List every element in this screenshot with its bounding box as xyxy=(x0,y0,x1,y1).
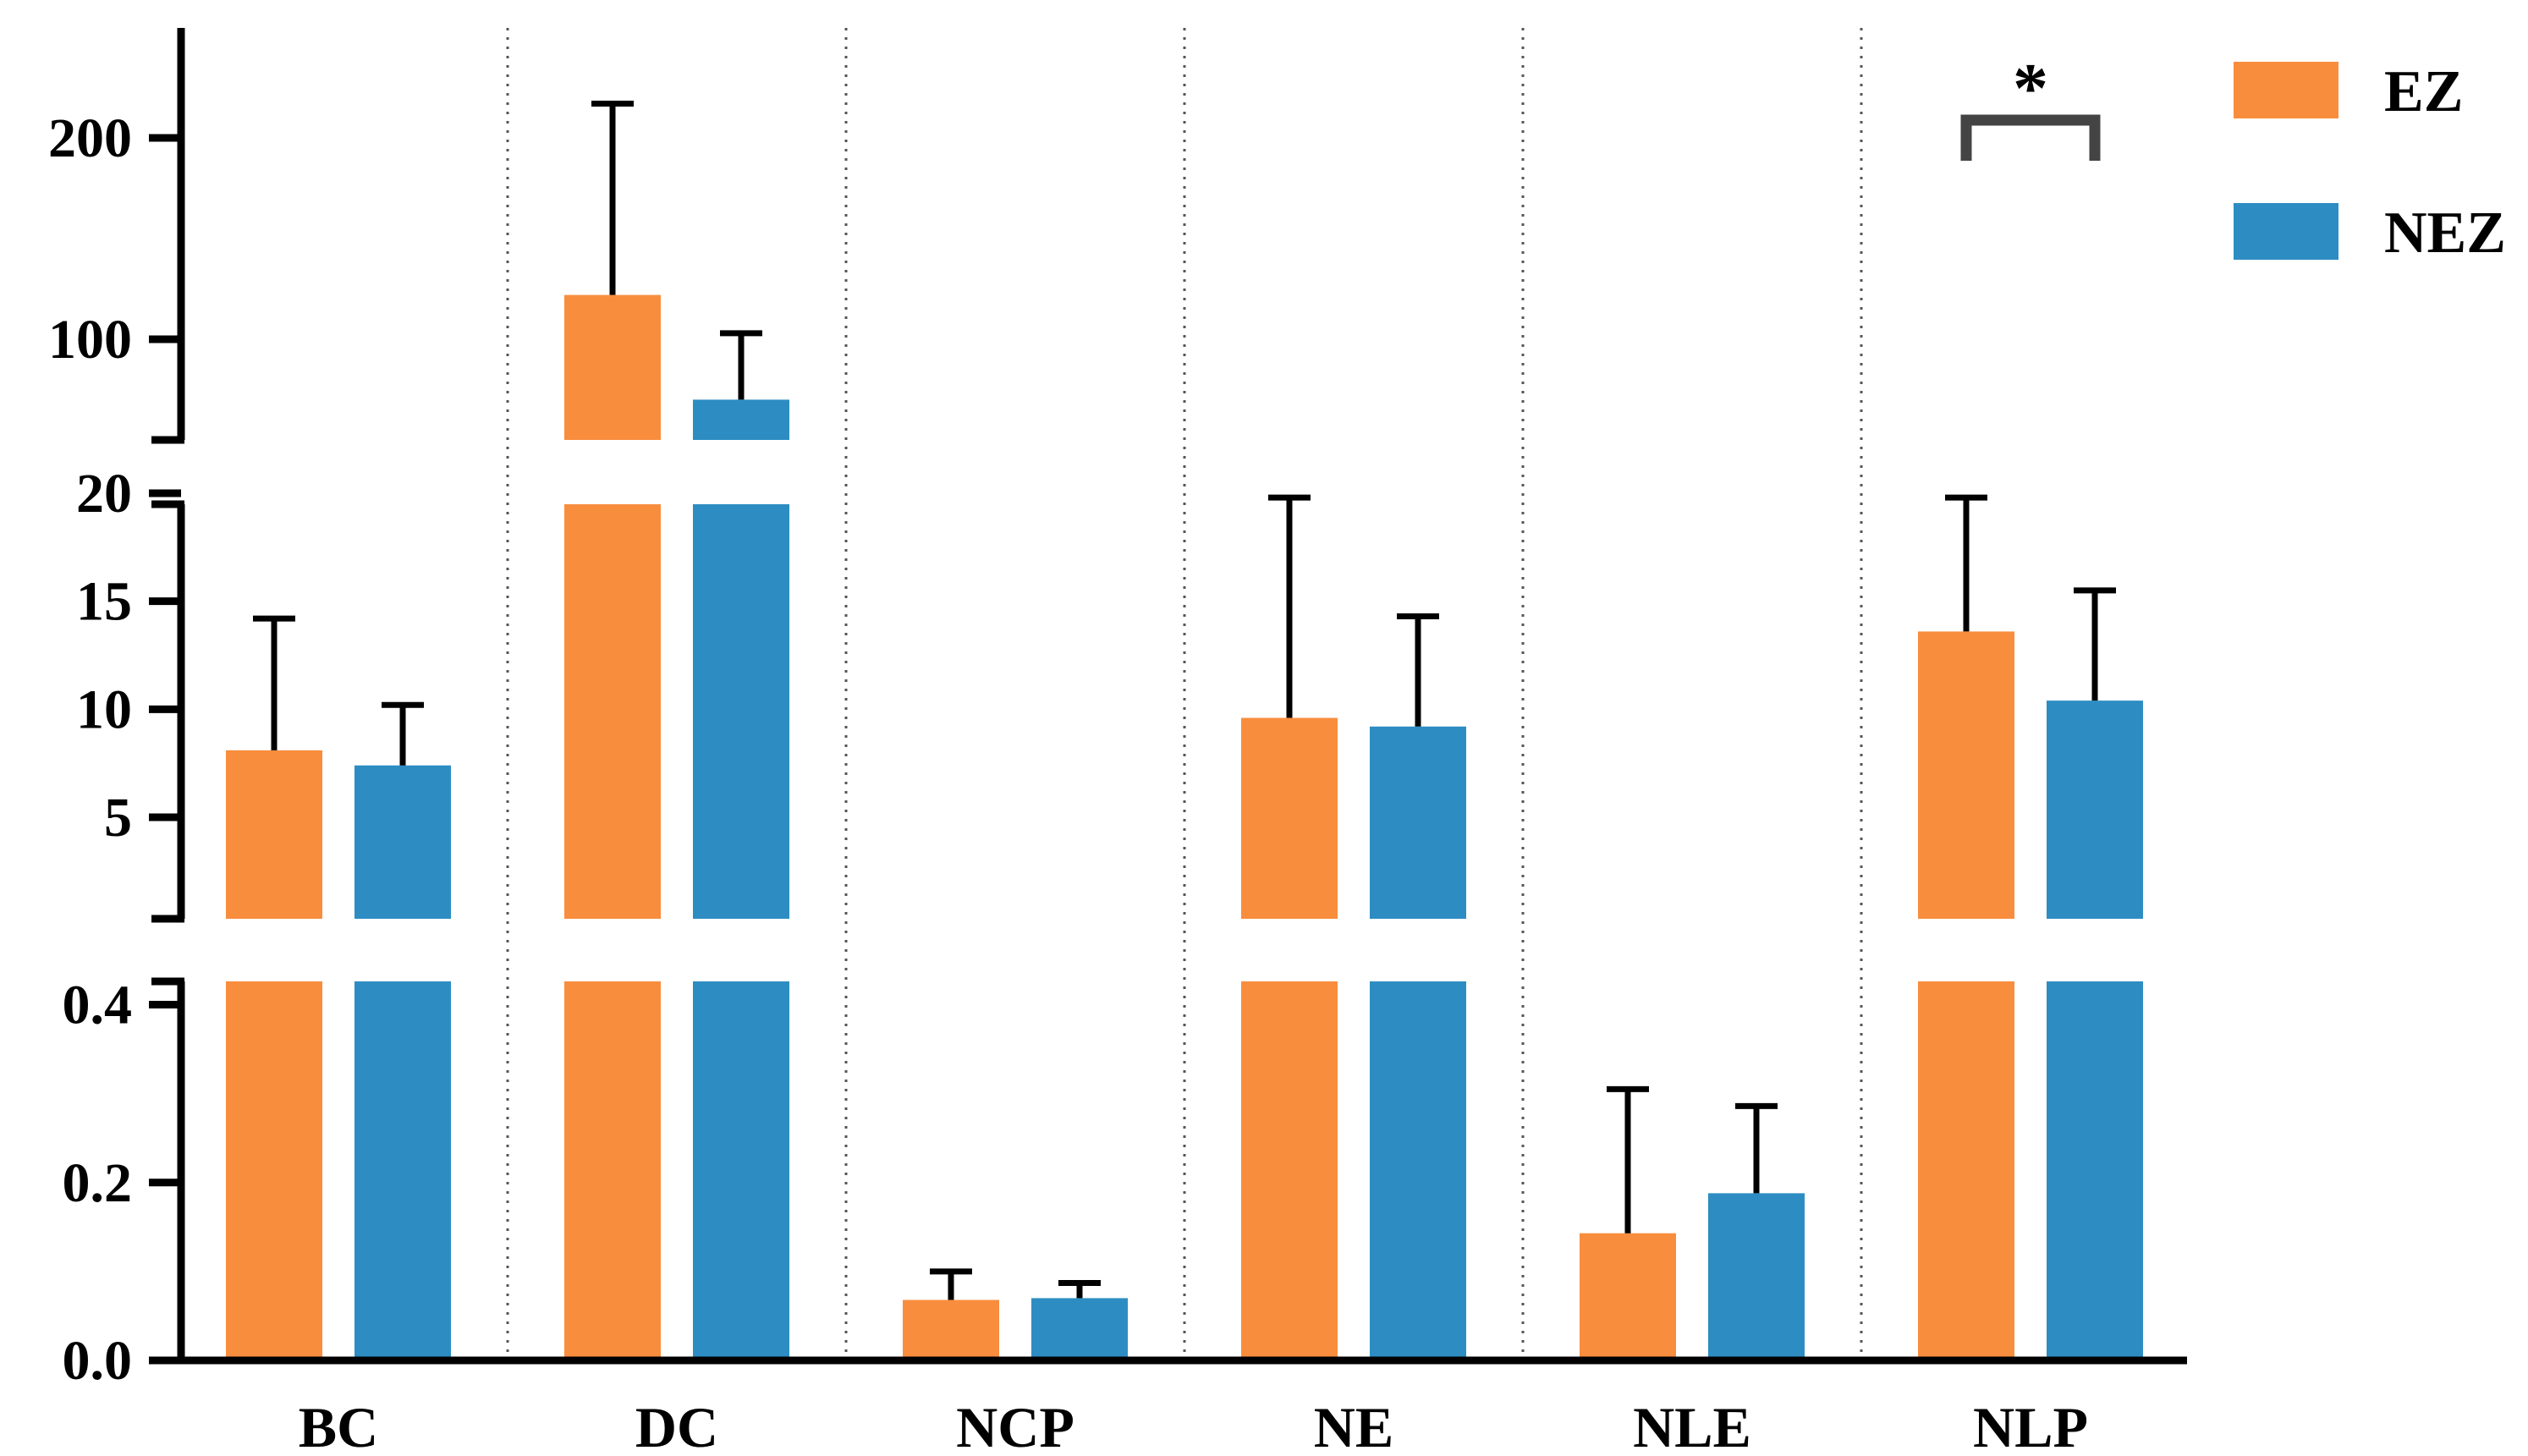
x-tick-label-nle: NLE xyxy=(1633,1395,1751,1456)
bar-nez-ncp xyxy=(1031,1298,1128,1360)
bar-ez-nle xyxy=(1580,1233,1676,1360)
x-tick-label-nlp: NLP xyxy=(1973,1395,2088,1456)
bar-ez-nlp xyxy=(1918,631,2014,919)
bar-ez-nlp xyxy=(1918,981,2014,1360)
y-tick-label: 0.2 xyxy=(63,1152,133,1214)
bar-ez-ncp xyxy=(903,1299,999,1360)
legend-label-ez: EZ xyxy=(2384,59,2463,124)
significance-bracket xyxy=(1960,114,2101,161)
legend-swatch-ez xyxy=(2234,62,2338,118)
y-tick-label: 0.4 xyxy=(63,975,133,1036)
y-tick-label: 0.0 xyxy=(63,1330,133,1392)
bar-ez-dc xyxy=(564,504,661,919)
bar-ez-dc xyxy=(564,981,661,1360)
bar-ez-bc xyxy=(226,981,322,1360)
bar-nez-dc xyxy=(693,399,789,440)
bar-nez-ne xyxy=(1370,726,1466,919)
x-tick-label-ne: NE xyxy=(1314,1395,1393,1456)
legend-swatch-nez xyxy=(2234,203,2338,260)
y-tick-label: 200 xyxy=(48,107,132,169)
y-tick-label: 5 xyxy=(104,787,132,849)
x-tick-label-dc: DC xyxy=(635,1395,718,1456)
bar-nez-dc xyxy=(693,504,789,919)
x-tick-label-bc: BC xyxy=(299,1395,378,1456)
x-tick-label-ncp: NCP xyxy=(956,1395,1074,1456)
bar-ez-ne xyxy=(1241,717,1338,919)
bar-nez-bc xyxy=(354,765,451,919)
y-tick-label: 10 xyxy=(76,679,132,740)
legend-label-nez: NEZ xyxy=(2384,201,2506,266)
bar-nez-bc xyxy=(354,981,451,1360)
bar-nez-nlp xyxy=(2047,701,2143,919)
bar-nez-ne xyxy=(1370,981,1466,1360)
bar-ez-dc xyxy=(564,294,661,440)
y-tick-label: 100 xyxy=(48,309,132,371)
bar-ez-ne xyxy=(1241,981,1338,1360)
bar-nez-nle xyxy=(1708,1193,1805,1360)
significance-marker: * xyxy=(2013,49,2048,128)
y-tick-label: 15 xyxy=(76,571,132,633)
y-tick-label: 20 xyxy=(76,463,132,525)
bar-nez-dc xyxy=(693,981,789,1360)
bar-nez-nlp xyxy=(2047,981,2143,1360)
bar-ez-bc xyxy=(226,750,322,919)
